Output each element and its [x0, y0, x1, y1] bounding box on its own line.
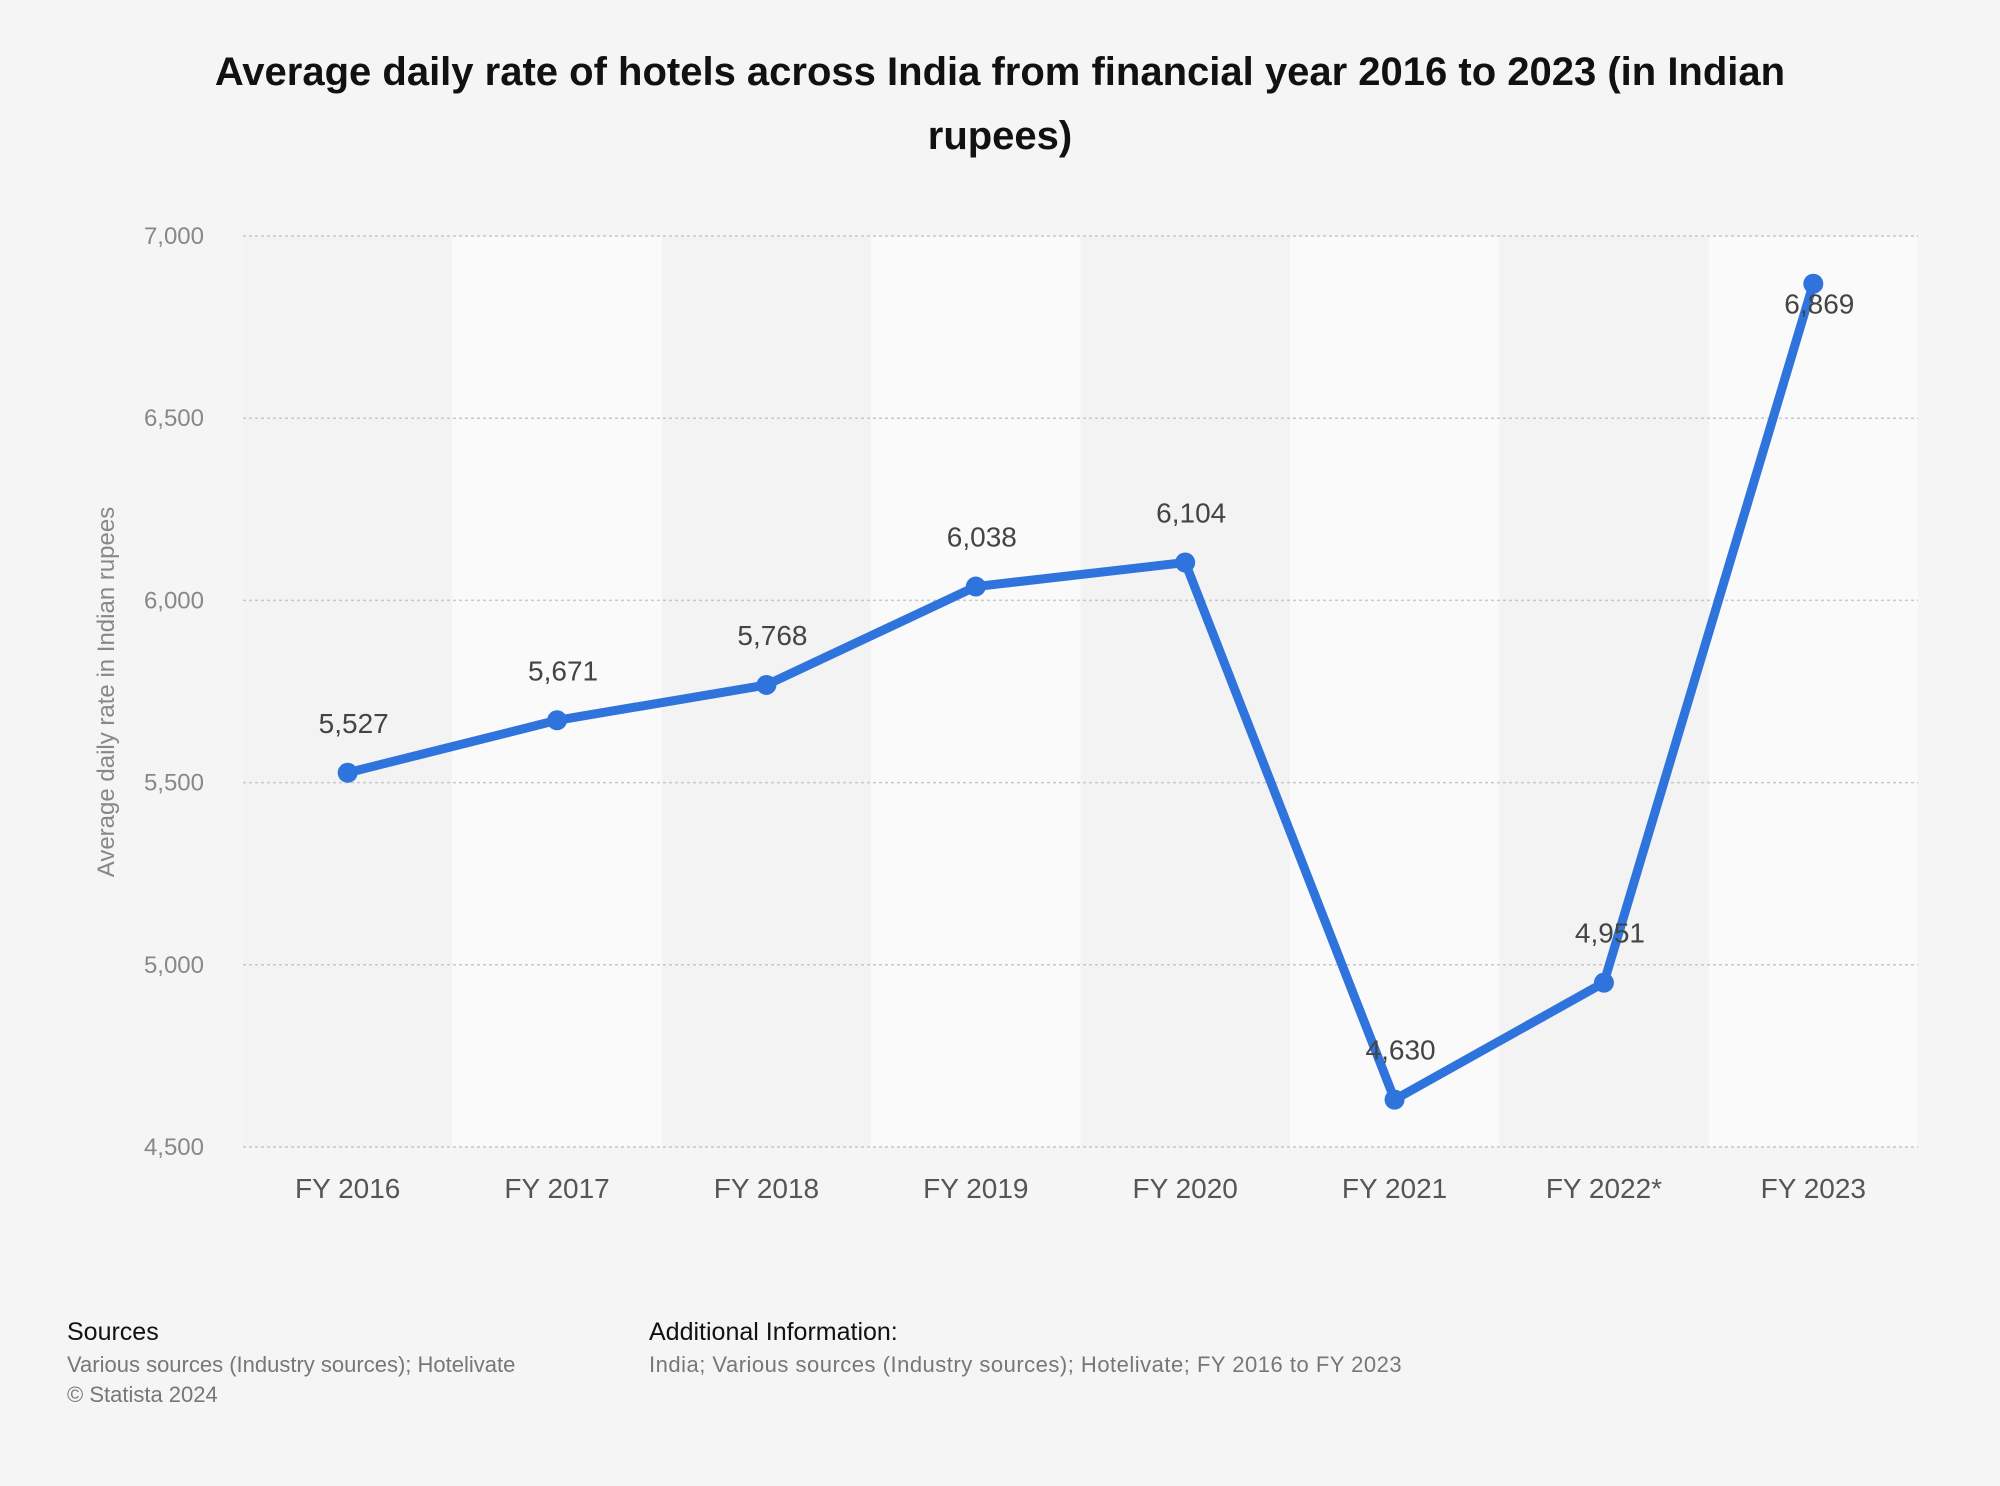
x-tick-label: FY 2021	[1342, 1173, 1447, 1204]
data-point	[965, 576, 986, 597]
x-tick-label: FY 2016	[295, 1173, 400, 1204]
copyright-text: © Statista 2024	[67, 1382, 218, 1407]
y-tick-label: 5,000	[144, 952, 204, 979]
y-axis-label: Average daily rate in Indian rupees	[93, 507, 120, 877]
y-tick-label: 6,500	[144, 405, 204, 432]
column-band	[1289, 236, 1500, 1147]
data-point	[1803, 273, 1824, 294]
column-band	[452, 236, 662, 1147]
data-label: 4,630	[1366, 1035, 1436, 1066]
data-point	[1175, 552, 1196, 573]
data-point	[756, 674, 777, 695]
data-label: 6,104	[1156, 498, 1226, 529]
data-point	[1384, 1089, 1405, 1110]
additional-info-heading: Additional Information:	[649, 1318, 898, 1346]
column-band	[1080, 236, 1290, 1147]
y-axis-ticks: 4,500 5,000 5,500 6,000 6,500 7,000	[144, 223, 204, 1161]
x-tick-label: FY 2019	[923, 1173, 1028, 1204]
data-point	[337, 762, 358, 783]
y-tick-label: 5,500	[144, 770, 204, 797]
x-tick-label: FY 2017	[504, 1173, 609, 1204]
column-band	[1499, 236, 1709, 1147]
y-tick-label: 4,500	[144, 1134, 204, 1161]
column-band	[243, 236, 453, 1147]
x-tick-label: FY 2022*	[1546, 1173, 1662, 1204]
data-label: 6,869	[1784, 289, 1854, 320]
y-tick-label: 7,000	[144, 223, 204, 250]
sources-heading: Sources	[67, 1318, 159, 1346]
x-axis-ticks: FY 2016 FY 2017 FY 2018 FY 2019 FY 2020 FY 20…	[295, 1173, 1866, 1204]
additional-info-text: India; Various sources (Industry sources…	[649, 1352, 1403, 1377]
sources-text: Various sources (Industry sources); Hote…	[67, 1352, 516, 1377]
data-label: 5,768	[737, 620, 807, 651]
data-points	[337, 273, 1824, 1110]
x-tick-label: FY 2023	[1761, 1173, 1866, 1204]
series-line	[343, 279, 1818, 1105]
column-band	[1708, 236, 1918, 1147]
column-bands	[243, 236, 1918, 1147]
data-labels: 5,527 5,671 5,768 6,038 6,104 4,630 4,951 6,869	[319, 289, 1855, 1066]
data-point	[547, 710, 568, 731]
x-tick-label: FY 2018	[714, 1173, 819, 1204]
line-chart: 4,500 5,000 5,500 6,000 6,500 7,000 Average d…	[93, 223, 1918, 1204]
y-tick-label: 6,000	[144, 587, 204, 614]
x-tick-label: FY 2020	[1133, 1173, 1238, 1204]
data-label: 4,951	[1575, 918, 1645, 949]
data-label: 5,671	[528, 655, 598, 686]
data-label: 6,038	[947, 522, 1017, 553]
column-band	[871, 236, 1081, 1147]
data-label: 5,527	[319, 708, 389, 739]
data-point	[1593, 972, 1614, 993]
chart-title: Average daily rate of hotels across Indi…	[214, 50, 1786, 158]
